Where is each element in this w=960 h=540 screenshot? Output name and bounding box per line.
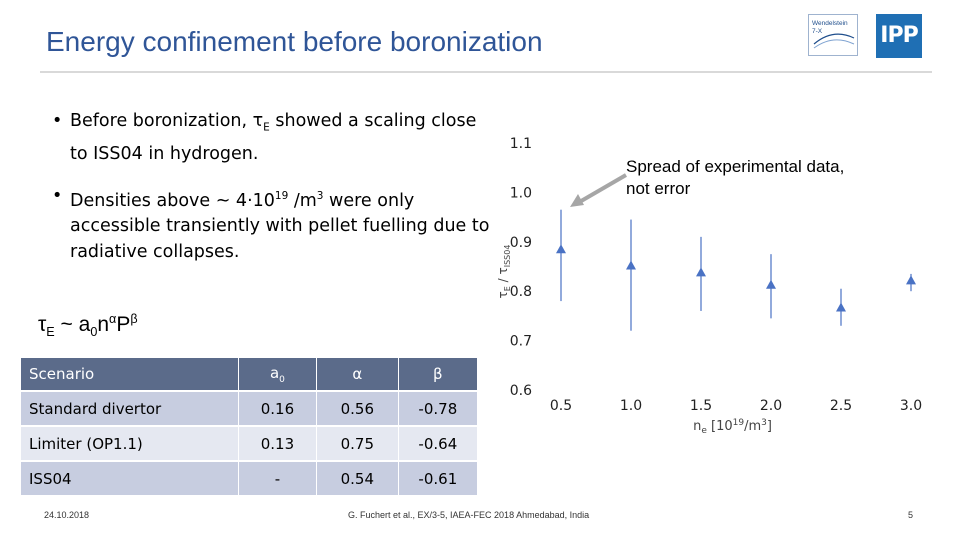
cell-alpha: 0.75 [316, 425, 399, 461]
header-a0: a0 [238, 358, 317, 391]
y-tick-label: 0.6 [510, 383, 532, 399]
table-row: Standard divertor 0.16 0.56 -0.78 [21, 390, 479, 426]
slide-title: Energy confinement before boronization [46, 26, 543, 57]
cell-alpha: 0.54 [316, 460, 399, 495]
cell-scenario: ISS04 [21, 460, 239, 495]
x-axis-label: ne [1019/m3] [693, 418, 772, 436]
annotation-arrow-shaft [574, 173, 628, 206]
x-tick-label: 2.0 [760, 398, 782, 414]
cell-beta: -0.61 [398, 460, 479, 495]
cell-scenario: Standard divertor [21, 390, 239, 426]
confinement-chart: 0.6 0.7 0.8 0.9 1.0 1.1 0.5 1.0 1.5 2.0 2.5 3.0 ne [… [496, 136, 925, 436]
x-tick-label: 3.0 [900, 398, 922, 414]
footer-date: 24.10.2018 [44, 510, 90, 520]
bullet-item: Densities above ~ 4·1019 /m3 were only a… [50, 183, 490, 266]
annotation-arrow-head [570, 194, 584, 207]
header-beta: β [398, 358, 479, 391]
x-tick-label: 2.5 [830, 398, 852, 414]
header-alpha: α [316, 358, 399, 391]
title-divider [40, 71, 932, 73]
chart-annotation: Spread of experimental data, not error [626, 157, 845, 198]
footer-citation: G. Fuchert et al., EX/3-5, IAEA-FEC 2018… [348, 510, 590, 520]
cell-beta: -0.64 [398, 425, 479, 461]
cell-a0: - [238, 460, 317, 495]
cell-alpha: 0.56 [316, 390, 399, 426]
data-point [766, 279, 776, 289]
ipp-logo: IPP [876, 14, 922, 58]
logo-w7x-line1: Wendelstein [812, 20, 848, 27]
table-row: Limiter (OP1.1) 0.13 0.75 -0.64 [21, 425, 479, 461]
scaling-table: Scenario a0 α β Standard divertor 0.16 0… [21, 358, 479, 495]
y-axis-label: τE / τISS04 [496, 245, 512, 299]
y-tick-label: 1.0 [510, 185, 532, 201]
bullet-item: Before boronization, τE showed a scaling… [50, 108, 490, 167]
y-tick-label: 0.8 [510, 284, 532, 300]
logo-w7x-line2: 7-X [812, 28, 823, 35]
wendelstein-7x-logo: Wendelstein 7-X [808, 14, 858, 56]
page-number: 5 [908, 510, 914, 520]
header-scenario: Scenario [21, 358, 239, 391]
scaling-formula: τE ~ a0nαPβ [38, 312, 138, 340]
y-tick-label: 0.7 [510, 334, 532, 350]
cell-beta: -0.78 [398, 390, 479, 426]
data-point [626, 260, 636, 270]
data-point [836, 302, 846, 312]
x-tick-label: 0.5 [550, 398, 572, 414]
data-point [906, 275, 916, 285]
data-point [556, 244, 566, 254]
data-point [696, 267, 706, 277]
x-tick-label: 1.5 [690, 398, 712, 414]
table-header-row: Scenario a0 α β [21, 358, 479, 391]
plot-area [540, 138, 925, 390]
bullet-list: Before boronization, τE showed a scaling… [50, 108, 490, 281]
cell-a0: 0.16 [238, 390, 317, 426]
x-tick-label: 1.0 [620, 398, 642, 414]
y-tick-label: 1.1 [510, 136, 532, 152]
table-row: ISS04 - 0.54 -0.61 [21, 460, 479, 495]
y-tick-label: 0.9 [510, 235, 532, 251]
cell-scenario: Limiter (OP1.1) [21, 425, 239, 461]
cell-a0: 0.13 [238, 425, 317, 461]
